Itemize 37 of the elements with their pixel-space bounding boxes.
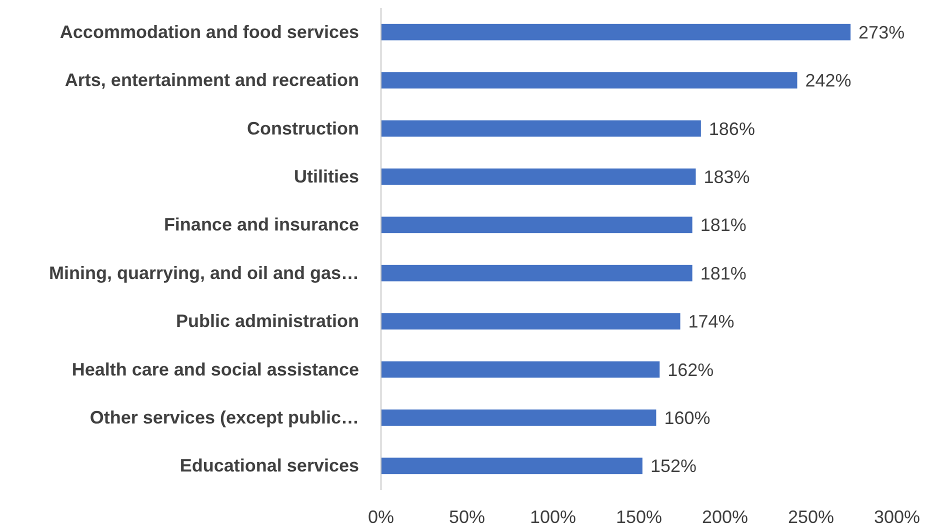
x-tick-label: 150%	[616, 506, 662, 527]
x-tick-label: 100%	[530, 506, 576, 527]
data-label: 162%	[668, 360, 714, 380]
x-tick-label: 50%	[448, 506, 486, 527]
data-label: 152%	[650, 456, 696, 476]
y-tick-label: Other services (except public…	[90, 407, 359, 428]
y-tick-label: Educational services	[180, 456, 359, 476]
data-label: 181%	[700, 215, 746, 236]
bar	[381, 72, 798, 88]
y-tick-label: Utilities	[294, 166, 359, 186]
bar	[381, 120, 701, 137]
y-tick-label: Construction	[247, 118, 359, 138]
data-label: 183%	[704, 167, 750, 187]
bar	[381, 313, 680, 330]
data-label: 181%	[700, 263, 746, 284]
bar	[381, 216, 692, 234]
x-tick-label: 0%	[368, 506, 394, 527]
bar	[381, 410, 656, 426]
data-label: 186%	[708, 118, 755, 139]
bar	[381, 24, 851, 40]
x-tick-label: 250%	[788, 506, 834, 527]
y-tick-label: Accommodation and food services	[60, 22, 359, 42]
bar	[381, 168, 696, 185]
data-label: 273%	[858, 22, 905, 42]
x-tick-label: 300%	[874, 506, 920, 527]
data-label: 160%	[664, 408, 710, 428]
y-tick-label: Public administration	[176, 311, 359, 332]
bar	[381, 361, 660, 378]
data-label: 242%	[805, 70, 852, 91]
y-tick-label: Finance and insurance	[164, 214, 359, 235]
y-tick-label: Health care and social assistance	[72, 359, 359, 380]
y-tick-label: Mining, quarrying, and oil and gas…	[48, 262, 359, 283]
y-tick-label: Arts, entertainment and recreation	[64, 70, 359, 90]
data-label: 174%	[688, 312, 734, 332]
bar	[381, 264, 692, 282]
bar	[381, 458, 642, 474]
x-tick-label: 200%	[702, 506, 748, 527]
